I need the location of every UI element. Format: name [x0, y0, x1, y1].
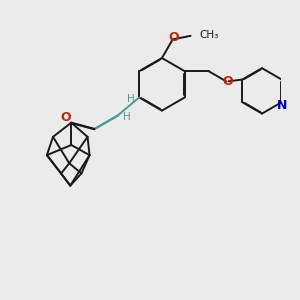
Text: O: O	[60, 111, 70, 124]
Text: O: O	[169, 31, 179, 44]
Text: H: H	[123, 112, 131, 122]
Text: N: N	[277, 99, 287, 112]
Text: CH₃: CH₃	[199, 30, 218, 40]
Text: O: O	[222, 75, 233, 88]
Text: H: H	[127, 94, 135, 103]
